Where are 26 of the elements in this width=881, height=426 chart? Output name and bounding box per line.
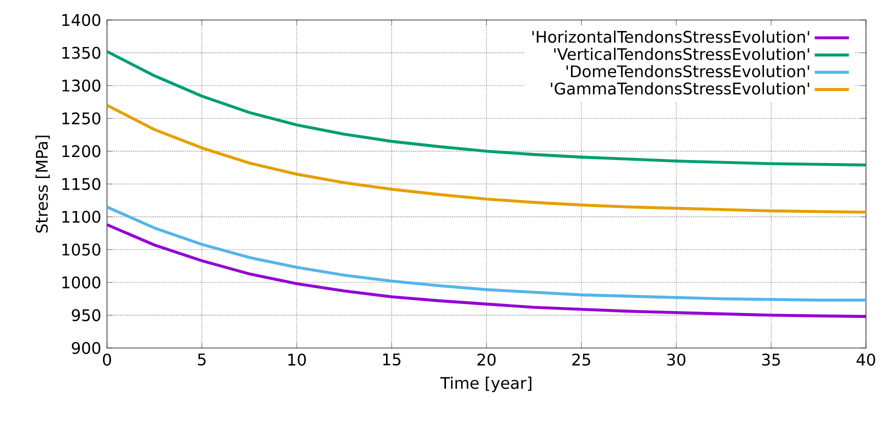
x-tick-label: 0 xyxy=(102,354,112,366)
y-axis-title: Stress [MPa] xyxy=(35,136,50,233)
x-axis-title: Time [year] xyxy=(440,376,532,392)
x-tick-label: 35 xyxy=(762,354,780,366)
y-tick-label: 1200 xyxy=(62,145,100,158)
y-tick-label: 950 xyxy=(72,309,100,322)
y-tick-label: 1350 xyxy=(62,46,100,59)
x-tick-label: 15 xyxy=(383,354,400,366)
y-tick-label: 1000 xyxy=(62,276,100,288)
x-tick-label: 10 xyxy=(288,354,306,366)
y-tick-label: 1150 xyxy=(62,178,100,190)
legend-label: 'HorizontalTendonsStressEvolution' xyxy=(532,30,810,43)
x-tick-label: 5 xyxy=(198,354,206,366)
legend-label: 'DomeTendonsStressEvolution' xyxy=(566,64,810,78)
y-tick-label: 1400 xyxy=(62,14,100,26)
y-tick-label: 900 xyxy=(72,342,100,354)
x-tick-label: 30 xyxy=(667,354,686,366)
x-tick-label: 20 xyxy=(477,354,496,366)
x-tick-label: 40 xyxy=(856,354,876,366)
legend-label: 'VerticalTendonsStressEvolution' xyxy=(554,48,810,60)
y-tick-label: 1050 xyxy=(62,244,100,256)
y-tick-label: 1250 xyxy=(62,112,100,124)
x-tick-label: 25 xyxy=(572,354,590,366)
y-tick-label: 1100 xyxy=(62,210,100,223)
y-tick-label: 1300 xyxy=(62,80,100,92)
legend-label: 'GammaTendonsStressEvolution' xyxy=(550,82,810,95)
